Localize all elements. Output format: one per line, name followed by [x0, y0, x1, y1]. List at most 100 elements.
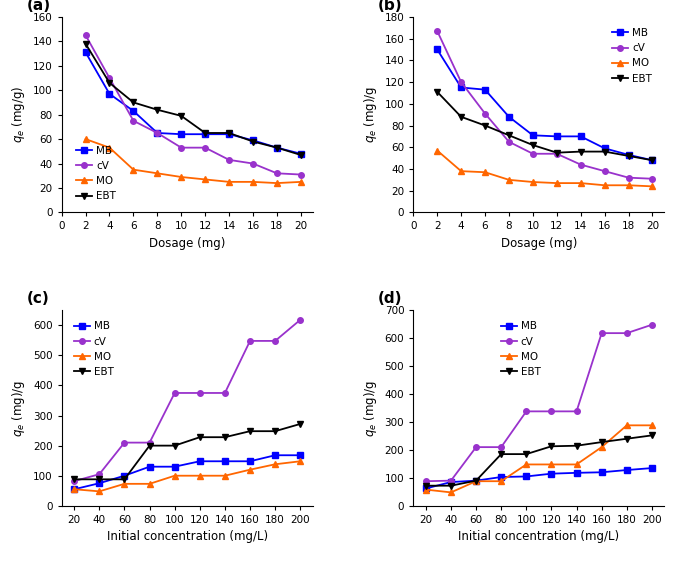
- EBT: [221, 434, 229, 441]
- MO: [273, 180, 281, 187]
- MB: [547, 470, 556, 477]
- MO: [225, 179, 233, 185]
- Line: cV: cV: [423, 322, 655, 484]
- EBT: [601, 148, 609, 155]
- cV: [221, 389, 229, 396]
- MB: [177, 131, 186, 138]
- MB: [70, 486, 78, 493]
- EBT: [505, 132, 513, 139]
- cV: [648, 321, 656, 328]
- Legend: MB, cV, MO, EBT: MB, cV, MO, EBT: [72, 319, 116, 379]
- cV: [246, 338, 254, 345]
- EBT: [296, 420, 304, 427]
- MB: [597, 469, 606, 475]
- MO: [246, 466, 254, 473]
- MO: [105, 144, 114, 151]
- MB: [522, 473, 530, 480]
- Legend: MB, cV, MO, EBT: MB, cV, MO, EBT: [75, 143, 119, 203]
- cV: [481, 110, 489, 117]
- Text: (c): (c): [27, 291, 49, 306]
- cV: [497, 444, 506, 451]
- MO: [457, 168, 465, 175]
- Text: (a): (a): [27, 0, 51, 13]
- EBT: [447, 482, 455, 489]
- MO: [472, 478, 480, 484]
- cV: [297, 171, 305, 178]
- MB: [481, 87, 489, 93]
- MO: [601, 182, 609, 189]
- cV: [201, 144, 210, 151]
- Line: MB: MB: [83, 49, 303, 157]
- cV: [457, 79, 465, 85]
- MO: [597, 444, 606, 451]
- MB: [472, 477, 480, 484]
- MO: [481, 169, 489, 175]
- MB: [121, 472, 129, 479]
- EBT: [249, 138, 257, 145]
- MB: [422, 485, 430, 492]
- Legend: MB, cV, MO, EBT: MB, cV, MO, EBT: [610, 26, 654, 86]
- cV: [547, 408, 556, 415]
- MB: [221, 458, 229, 465]
- MO: [623, 422, 631, 429]
- EBT: [273, 144, 281, 151]
- EBT: [649, 157, 657, 164]
- Line: EBT: EBT: [83, 41, 303, 158]
- Text: (b): (b): [378, 0, 403, 13]
- MB: [577, 133, 585, 140]
- EBT: [597, 439, 606, 446]
- cV: [597, 330, 606, 337]
- Line: MO: MO: [434, 148, 656, 189]
- Line: cV: cV: [434, 28, 656, 182]
- MO: [95, 488, 103, 495]
- MO: [177, 174, 186, 180]
- EBT: [522, 451, 530, 457]
- MB: [196, 458, 204, 465]
- EBT: [573, 442, 581, 449]
- MO: [447, 489, 455, 496]
- EBT: [497, 451, 506, 457]
- EBT: [95, 476, 103, 483]
- cV: [553, 151, 561, 157]
- EBT: [529, 142, 537, 148]
- X-axis label: Initial concentration (mg/L): Initial concentration (mg/L): [458, 531, 619, 543]
- Line: MO: MO: [423, 423, 655, 495]
- MO: [505, 176, 513, 183]
- cV: [171, 389, 179, 396]
- cV: [196, 389, 204, 396]
- Line: cV: cV: [71, 317, 303, 484]
- MB: [573, 469, 581, 476]
- cV: [177, 144, 186, 151]
- EBT: [201, 130, 210, 137]
- cV: [225, 156, 233, 163]
- cV: [577, 161, 585, 168]
- EBT: [196, 434, 204, 441]
- Line: MB: MB: [423, 465, 655, 491]
- MO: [129, 166, 138, 173]
- MO: [121, 481, 129, 487]
- EBT: [481, 122, 489, 129]
- MB: [648, 465, 656, 472]
- Y-axis label: $q_e$ (mg)/g: $q_e$ (mg)/g: [362, 379, 379, 437]
- Line: cV: cV: [83, 33, 303, 178]
- cV: [145, 439, 153, 446]
- MB: [447, 479, 455, 486]
- MB: [623, 466, 631, 473]
- MB: [457, 84, 465, 91]
- MB: [129, 107, 138, 114]
- cV: [82, 32, 90, 39]
- MB: [433, 46, 441, 53]
- EBT: [457, 114, 465, 120]
- MB: [553, 133, 561, 140]
- Line: MB: MB: [434, 47, 656, 163]
- MO: [573, 461, 581, 468]
- MB: [105, 90, 114, 97]
- cV: [625, 174, 633, 181]
- MO: [553, 180, 561, 187]
- EBT: [153, 106, 162, 113]
- MB: [171, 463, 179, 470]
- MO: [547, 461, 556, 468]
- MB: [497, 474, 506, 481]
- MB: [145, 463, 153, 470]
- EBT: [472, 477, 480, 484]
